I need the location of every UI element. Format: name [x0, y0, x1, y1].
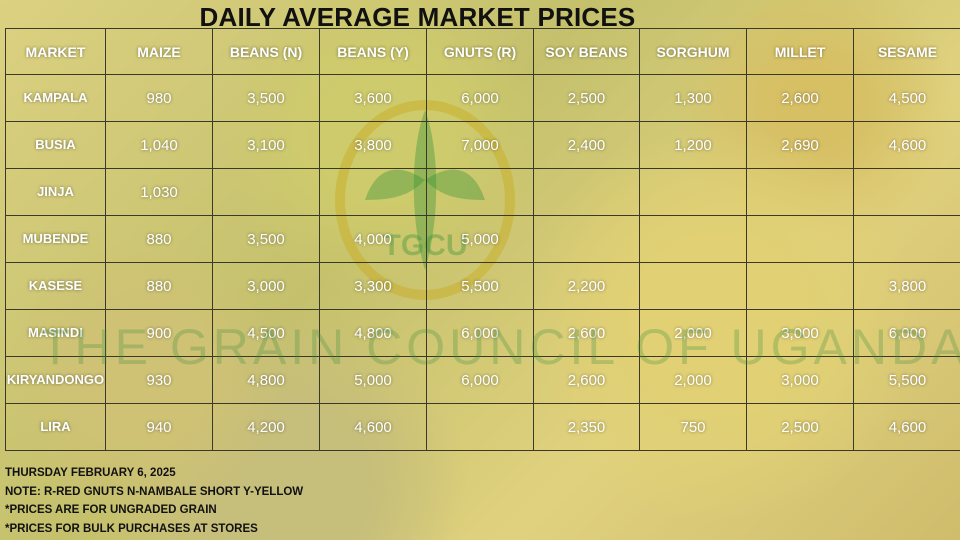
column-header: BEANS (N) [212, 28, 320, 75]
ungraded-note: *PRICES ARE FOR UNGRADED GRAIN [5, 504, 217, 516]
price-cell: 3,800 [853, 262, 960, 310]
market-name-cell: BUSIA [5, 121, 106, 169]
table-row: KAMPALA 980 3,500 3,600 6,000 2,500 1,300 2,600… [5, 74, 960, 122]
price-cell [639, 215, 747, 263]
table-row: MUBENDE 880 3,500 4,000 5,000 [5, 215, 960, 263]
market-name-cell: LIRA [5, 403, 106, 451]
page-title: DAILY AVERAGE MARKET PRICES [199, 2, 636, 32]
price-cell: 7,000 [426, 121, 534, 169]
price-cell: 2,200 [533, 262, 640, 310]
market-name-cell: JINJA [5, 168, 106, 216]
price-cell [853, 215, 960, 263]
notes-block: THURSDAY FEBRUARY 6, 2025 NOTE: R-RED GN… [5, 464, 303, 538]
price-cell: 3,100 [212, 121, 320, 169]
price-cell: 880 [105, 262, 213, 310]
table-row: LIRA 940 4,200 4,600 2,350 750 2,500 4,600 [5, 403, 960, 451]
price-cell: 930 [105, 356, 213, 404]
price-cell: 5,500 [426, 262, 534, 310]
price-cell: 6,000 [426, 309, 534, 357]
price-cell: 1,040 [105, 121, 213, 169]
price-cell [533, 168, 640, 216]
price-cell: 2,000 [639, 356, 747, 404]
price-cell: 3,000 [746, 356, 854, 404]
table-row: BUSIA 1,040 3,100 3,800 7,000 2,400 1,200 2,690… [5, 121, 960, 169]
price-cell: 2,400 [533, 121, 640, 169]
column-header: MAIZE [105, 28, 213, 75]
table-row: KIRYANDONGO 930 4,800 5,000 6,000 2,600 2,000 3… [5, 356, 960, 404]
bulk-note: *PRICES FOR BULK PURCHASES AT STORES [5, 522, 258, 535]
price-cell: 1,200 [639, 121, 747, 169]
market-name-cell: KAMPALA [5, 74, 106, 122]
price-cell [212, 168, 320, 216]
column-header: MARKET [5, 28, 106, 75]
market-name-cell: KASESE [5, 262, 106, 310]
price-cell [533, 215, 640, 263]
price-cell [426, 403, 534, 451]
price-cell: 2,600 [533, 356, 640, 404]
price-cell: 980 [105, 74, 213, 122]
price-cell: 6,000 [853, 309, 960, 357]
table-header-row: MARKET MAIZE BEANS (N) BEANS (Y) GNUTS (… [5, 28, 960, 75]
market-name-cell: MUBENDE [5, 215, 106, 263]
price-cell: 750 [639, 403, 747, 451]
column-header: GNUTS (R) [426, 28, 534, 75]
price-cell: 6,000 [426, 74, 534, 122]
market-name-cell: MASINDI [5, 309, 106, 357]
price-cell: 6,000 [426, 356, 534, 404]
price-cell: 4,500 [853, 74, 960, 122]
price-cell: 3,800 [319, 121, 427, 169]
table-row: KASESE 880 3,000 3,300 5,500 2,200 3,800 [5, 262, 960, 310]
price-cell: 940 [105, 403, 213, 451]
price-cell: 4,600 [853, 121, 960, 169]
price-cell: 5,500 [853, 356, 960, 404]
price-cell: 900 [105, 309, 213, 357]
price-cell [853, 168, 960, 216]
price-cell: 2,600 [533, 309, 640, 357]
column-header: SOY BEANS [533, 28, 640, 75]
price-cell: 2,600 [746, 74, 854, 122]
price-cell: 4,000 [319, 215, 427, 263]
price-cell: 4,600 [853, 403, 960, 451]
price-cell [426, 168, 534, 216]
price-cell: 5,000 [319, 356, 427, 404]
price-cell [639, 262, 747, 310]
table-row: MASINDI 900 4,500 4,800 6,000 2,600 2,000 3,000… [5, 309, 960, 357]
price-cell: 2,000 [639, 309, 747, 357]
price-cell [639, 168, 747, 216]
price-cell: 3,000 [746, 309, 854, 357]
price-cell: 2,690 [746, 121, 854, 169]
column-header: MILLET [746, 28, 854, 75]
table-row: JINJA 1,030 [5, 168, 960, 216]
price-cell: 3,600 [319, 74, 427, 122]
price-cell: 2,500 [533, 74, 640, 122]
price-cell: 1,300 [639, 74, 747, 122]
market-name-cell: KIRYANDONGO [5, 356, 106, 404]
column-header: SORGHUM [639, 28, 747, 75]
price-cell: 5,000 [426, 215, 534, 263]
watermark-text: THE GRAIN COUNCIL OF UGANDA [40, 319, 960, 375]
column-header: BEANS (Y) [319, 28, 427, 75]
price-cell: 4,500 [212, 309, 320, 357]
abbreviation-note: NOTE: R-RED GNUTS N-NAMBALE SHORT Y-YELL… [5, 485, 304, 498]
price-cell [746, 215, 854, 263]
price-cell [319, 168, 427, 216]
report-date: THURSDAY FEBRUARY 6, 2025 [5, 467, 176, 479]
price-cell [746, 262, 854, 310]
price-cell: 2,500 [746, 403, 854, 451]
price-cell: 2,350 [533, 403, 640, 451]
price-cell [746, 168, 854, 216]
price-cell: 4,800 [212, 356, 320, 404]
price-cell: 3,500 [212, 215, 320, 263]
column-header: SESAME [853, 28, 960, 75]
price-cell: 4,200 [212, 403, 320, 451]
price-cell: 4,600 [319, 403, 427, 451]
price-cell: 3,500 [212, 74, 320, 122]
price-cell: 3,000 [212, 262, 320, 310]
price-cell: 1,030 [105, 168, 213, 216]
price-cell: 3,300 [319, 262, 427, 310]
price-cell: 880 [105, 215, 213, 263]
price-table: MARKET MAIZE BEANS (N) BEANS (Y) GNUTS (… [5, 28, 960, 451]
